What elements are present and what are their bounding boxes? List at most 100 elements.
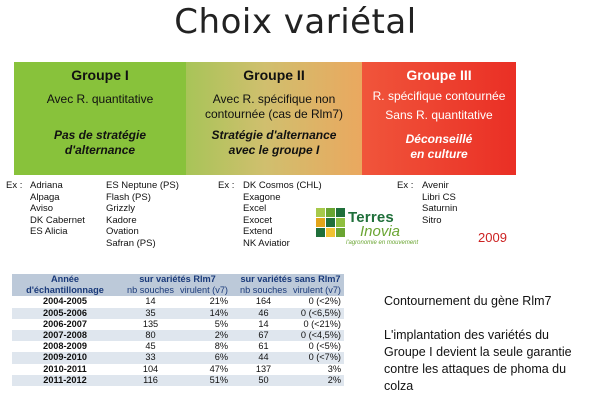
table-cell: 135: [142, 318, 159, 329]
logo-terres-text: Terres: [348, 209, 394, 226]
table-cell: 2%: [214, 330, 228, 341]
table-cell: 47%: [209, 363, 228, 374]
group-2-strategy-line: avec le groupe I: [228, 143, 320, 157]
virulence-table: Année sur variétés Rlm7 sur variétés san…: [12, 274, 344, 386]
group-2-ex-label: Ex :: [218, 180, 235, 191]
table-cell: 2011-2012: [43, 374, 87, 385]
variety-item: Excel: [243, 203, 267, 215]
variety-item: Exocet: [243, 214, 273, 226]
table-cell: 6%: [214, 352, 228, 363]
table-cell: 5%: [214, 318, 228, 329]
table-cell: 0 (<21%): [303, 318, 341, 329]
logo-mark-icon: [316, 208, 345, 237]
table-row: 2010-2011 104 47% 137 3%: [12, 363, 344, 375]
table-cell: 51%: [209, 374, 228, 385]
sub-header: nb souches: [127, 285, 174, 296]
table-row: 2005-2006 35 14% 46 0 (<6,5%): [12, 307, 344, 319]
variety-item: ES Neptune (PS): [106, 180, 179, 191]
table-cell: 61: [258, 341, 269, 352]
note-rlm7: Contournement du gène Rlm7: [384, 294, 552, 308]
group-2-strategy-line: Stratégie d'alternance: [211, 128, 337, 142]
table-cell: 2006-2007: [43, 318, 87, 329]
group-3-desc-line-1: R. spécifique contournée: [372, 89, 506, 103]
table-cell: 116: [143, 374, 158, 385]
table-cell: 0 (<2%): [308, 296, 341, 307]
table-cell: 46: [258, 307, 269, 318]
group-1-desc-line: Avec R. quantitative: [46, 92, 154, 106]
variety-item: Safran (PS): [106, 237, 156, 249]
group-3-varieties: Avenir Libri CS Saturnin Sitro: [422, 180, 457, 226]
table-cell: 35: [145, 307, 156, 318]
table-cell: 14%: [209, 307, 228, 318]
year-header-2: d'échantillonnage: [26, 285, 104, 296]
table-cell: 33: [145, 352, 156, 363]
logo-inovia-text: Inovia: [360, 223, 401, 240]
table-row: 2011-2012 116 51% 50 2%: [12, 374, 344, 386]
group-2-desc-line: Avec R. spécifique non: [212, 92, 336, 106]
group-3-strategy-line: Déconseillé: [405, 132, 473, 146]
variety-item: Adriana: [30, 180, 63, 191]
table-cell: 164: [255, 296, 272, 307]
table-cell: 0 (<7%): [308, 352, 341, 363]
table-cell: 80: [145, 330, 156, 341]
table-cell: 0 (<4,5%): [300, 330, 341, 341]
table-cell: 0 (<6,5%): [300, 307, 341, 318]
group-3-title: Groupe III: [406, 67, 472, 83]
variety-item: Flash (PS): [106, 191, 151, 203]
table-cell: 2009-2010: [43, 352, 87, 363]
group-1-strategy-line: d'alternance: [64, 143, 136, 157]
group-1-desc: Avec R. quantitative: [14, 92, 186, 107]
variety-item: Libri CS: [422, 191, 456, 203]
table-cell: 14: [145, 296, 156, 307]
variety-item: Avenir: [422, 180, 449, 191]
table-cell: 2004-2005: [43, 296, 87, 307]
group-2-varieties: DK Cosmos (CHL) Exagone Excel Exocet Extend N…: [243, 180, 322, 250]
group-3-strategy: Déconseillé en culture: [362, 132, 516, 162]
group-2-strategy: Stratégie d'alternance avec le groupe I: [186, 128, 362, 158]
table-row: 2008-2009 45 8% 61 0 (<5%): [12, 341, 344, 353]
group-2-box: Groupe II Avec R. spécifique non contour…: [186, 62, 362, 175]
table-cell: 137: [255, 363, 272, 374]
table-cell: 2008-2009: [43, 341, 87, 352]
group-1-box: Groupe I Avec R. quantitative Pas de str…: [14, 62, 186, 175]
table-cell: 14: [258, 318, 269, 329]
group-1-strategy: Pas de stratégie d'alternance: [14, 128, 186, 158]
table-cell: 0 (<5%): [308, 341, 341, 352]
table-cell: 45: [145, 341, 156, 352]
variety-item: DK Cosmos (CHL): [243, 180, 322, 191]
variety-item: Grizzly: [106, 203, 136, 215]
table-row: 2009-2010 33 6% 44 0 (<7%): [12, 352, 344, 364]
variety-item: Kadore: [106, 214, 137, 226]
sub-header: virulent (v7): [180, 285, 228, 296]
variety-item: Extend: [243, 226, 273, 238]
variety-item: Saturnin: [422, 203, 458, 215]
group-3-ex-label: Ex :: [397, 180, 414, 191]
sub-header: virulent (v7): [293, 285, 341, 296]
table-cell: 2005-2006: [43, 307, 87, 318]
table-cell: 2007-2008: [43, 330, 87, 341]
table-cell: 67: [258, 330, 269, 341]
table-cell: 3%: [327, 363, 341, 374]
group-1-strategy-line: Pas de stratégie: [53, 128, 147, 142]
variety-item: Ovation: [106, 226, 139, 238]
variety-item: Exagone: [243, 191, 281, 203]
variety-item: Aviso: [30, 203, 54, 215]
variety-item: Sitro: [422, 214, 442, 226]
variety-item: NK Aviatior: [243, 237, 290, 249]
table-row: 2004-2005 14 21% 164 0 (<2%): [12, 296, 344, 308]
group-3-box: Groupe III R. spécifique contournée Sans…: [362, 62, 516, 175]
group-1-varieties-col2: ES Neptune (PS) Flash (PS) Grizzly Kadore Ov…: [106, 180, 179, 250]
group-1-title: Groupe I: [71, 67, 129, 83]
variety-item: DK Cabernet: [30, 214, 85, 226]
table-cell: 44: [258, 352, 269, 363]
rlm7-header: sur variétés Rlm7: [139, 274, 216, 285]
group-1-ex-label: Ex :: [6, 180, 23, 191]
sans-rlm7-header: sur variétés sans Rlm7: [240, 274, 341, 285]
table-cell: 2%: [327, 374, 341, 385]
table-cell: 50: [258, 374, 269, 385]
group-2-desc: Avec R. spécifique non contournée (cas d…: [186, 92, 362, 122]
variety-item: Alpaga: [30, 191, 60, 203]
group-2-desc-line: contournée (cas de Rlm7): [204, 107, 344, 121]
variety-item: ES Alicia: [30, 226, 68, 238]
note-group1: L'implantation des variétés du Groupe I …: [384, 328, 572, 393]
